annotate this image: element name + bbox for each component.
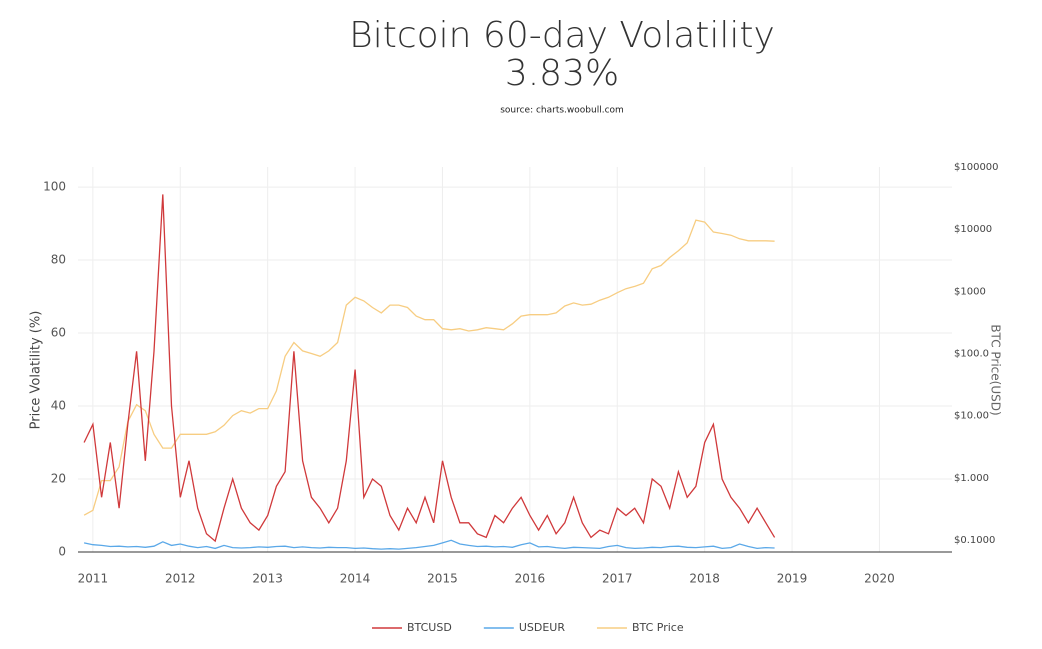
y2-tick-label: $10.00 — [954, 411, 989, 422]
legend-label: BTC Price — [632, 621, 684, 634]
x-tick-label: 2015 — [427, 572, 458, 586]
y-tick-label: 100 — [43, 180, 66, 194]
y2-tick-label: $1000 — [954, 286, 986, 297]
y2-tick-label: $100000 — [954, 162, 999, 173]
x-tick-label: 2011 — [78, 572, 109, 586]
legend-label: USDEUR — [519, 621, 566, 634]
y2-axis-label: BTC Price(USD) — [989, 324, 1003, 415]
x-tick-label: 2016 — [515, 572, 546, 586]
chart-subtitle: 3.83% — [505, 53, 619, 94]
y2-tick-label: $100.0 — [954, 348, 989, 359]
x-tick-label: 2014 — [340, 572, 371, 586]
x-tick-label: 2020 — [864, 572, 895, 586]
series-line — [83, 539, 775, 550]
x-tick-label: 2013 — [252, 572, 283, 586]
series-line — [83, 194, 776, 543]
legend: BTCUSD USDEUR BTC Price — [372, 621, 684, 634]
legend-label: BTCUSD — [407, 621, 452, 634]
y-tick-label: 40 — [51, 399, 66, 413]
x-tick-label: 2019 — [777, 572, 808, 586]
x-tick-label: 2012 — [165, 572, 196, 586]
x-tick-label: 2018 — [689, 572, 720, 586]
legend-item: BTC Price — [596, 621, 684, 634]
source: source: charts.woobull.com — [500, 106, 624, 116]
series-line — [83, 219, 775, 516]
y2-tick-label: $0.1000 — [954, 535, 995, 546]
x-tick-label: 2017 — [602, 572, 633, 586]
y-tick-label: 20 — [51, 472, 66, 486]
y-axis-label: Price Volatility (%) — [29, 311, 44, 430]
chart-title: Bitcoin 60-day Volatility — [349, 15, 775, 56]
legend-item: BTCUSD — [372, 621, 452, 634]
y2-tick-label: $10000 — [954, 224, 992, 235]
y2-tick-label: $1.000 — [954, 473, 989, 484]
y-tick-label: 0 — [58, 545, 66, 559]
y-tick-label: 80 — [51, 253, 66, 267]
y-tick-label: 60 — [51, 326, 66, 340]
legend-item: USDEUR — [483, 621, 566, 634]
